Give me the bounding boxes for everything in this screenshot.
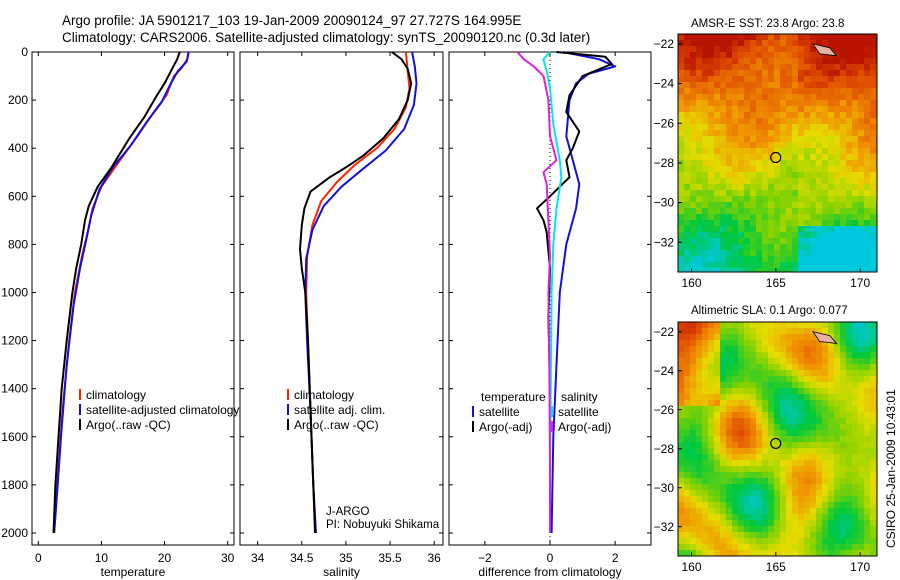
map-frame [677,321,878,557]
map-frame [677,33,878,273]
y-tick-label: 600 [8,189,28,203]
legend-entry: Argo(-adj) [558,420,611,434]
profile-panel-2: 34 34.5 35 35.5 36 salinity climatologysatelli… [239,51,444,579]
y-tick-label: 800 [8,237,28,251]
argo-position-marker [770,151,782,164]
y-tick-label: 2000 [1,526,28,540]
series-line-argo-raw-qc- [299,51,413,534]
y-tick-label: −30 [654,196,675,210]
x-tick-label: 165 [766,276,786,290]
legend-entry: Argo(..raw -QC) [86,418,171,432]
figure-title-line1: Argo profile: JA 5901217_103 19-Jan-2009… [62,13,522,28]
y-tick-label: −30 [654,481,675,495]
y-tick-label: 1200 [1,334,28,348]
y-tick-label: 200 [8,93,28,107]
x-tick-label: 20 [158,551,172,565]
y-tick-label: −24 [654,364,675,378]
series-line-salinity-satellite [542,51,563,533]
x-axis-label: temperature [101,565,166,579]
legend-entry: satellite adj. clim. [294,403,385,417]
figure-title-line2: Climatology: CARS2006. Satellite-adjuste… [62,30,591,45]
series-line-salinity-argo-adj- [516,51,558,533]
y-tick-label: 1600 [1,430,28,444]
legend-entry: satellite [558,405,599,419]
y-tick-label: −22 [654,37,675,51]
series-line-satellite-adjusted-climatology [53,51,190,534]
legend-entry: satellite-adjusted climatology [86,403,239,417]
x-tick-label: 160 [681,560,701,574]
y-tick-label: −32 [654,520,675,534]
x-tick-label: 0 [547,551,554,565]
float-annotation: J-ARGO [326,506,370,518]
x-tick-label: 0 [35,551,42,565]
y-tick-label: 1000 [1,285,28,299]
sla-map: 160 165 170 −22 −24 −26 −28 −30 −32 [654,321,878,574]
sst-map-title: AMSR-E SST: 23.8 Argo: 23.8 [691,18,845,30]
x-tick-label: 170 [850,560,870,574]
x-tick-label: 34 [251,551,265,565]
x-axis-label: salinity [323,565,360,579]
y-tick-label: −26 [654,403,675,417]
legend-entry: climatology [86,388,146,402]
x-tick-label: 170 [850,276,870,290]
legend-entry: satellite [479,405,520,419]
island-shape [812,43,838,57]
y-tick-label: −26 [654,116,675,130]
legend-heading: temperature [481,390,546,404]
y-tick-label: −24 [654,77,675,91]
y-tick-label: −32 [654,235,675,249]
x-tick-label: 35 [339,551,353,565]
legend-entry: Argo(..raw -QC) [294,418,379,432]
x-tick-label: 10 [95,551,109,565]
x-tick-label: 30 [221,551,235,565]
x-tick-label: 35.5 [378,551,402,565]
y-tick-label: −28 [654,156,675,170]
y-tick-label: 1400 [1,382,28,396]
island-shape [811,331,838,344]
x-tick-label: 34.5 [290,551,314,565]
x-tick-label: −2 [478,551,492,565]
x-tick-label: 2 [612,551,619,565]
sla-map-title: Altimetric SLA: 0.1 Argo: 0.077 [691,305,848,317]
legend-entry: Argo(-adj) [479,420,532,434]
y-tick-label: 0 [21,45,28,59]
y-tick-label: 400 [8,141,28,155]
profile-panel-1: 0 10 20 30 0 200 400 600 800 1000 1200 1400 1600 1800… [1,45,239,579]
y-tick-label: −22 [654,325,675,339]
sst-map: 160 165 170 −22 −24 −26 −28 −30 −32 [654,33,878,290]
plot-frame [239,51,444,546]
y-tick-label: 1800 [1,478,28,492]
map-raster [678,322,877,556]
x-tick-label: 160 [681,276,701,290]
x-tick-label: 165 [766,560,786,574]
plot-frame [31,51,235,546]
legend-entry: climatology [294,388,354,402]
legend-heading: salinity [561,390,598,404]
argo-position-marker [770,437,782,450]
x-axis-label: difference from climatology [478,565,621,579]
x-tick-label: 36 [427,551,441,565]
series-line-argo-raw-qc- [52,51,181,534]
map-raster [678,34,877,272]
float-annotation: PI: Nobuyuki Shikama [326,519,440,531]
series-line-temperature-satellite [550,51,617,534]
y-tick-label: −28 [654,442,675,456]
